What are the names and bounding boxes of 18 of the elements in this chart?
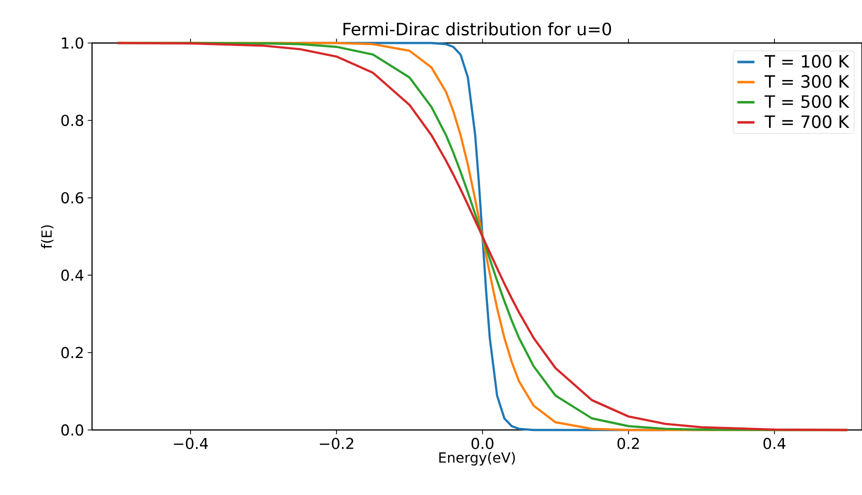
- x-tick-label: 0.2: [618, 438, 639, 450]
- y-tick-label: 0.4: [61, 270, 84, 281]
- x-tick-label: −0.4: [174, 438, 208, 450]
- x-tick-label: −0.2: [320, 438, 354, 450]
- legend-label: T = 100 K: [764, 54, 850, 68]
- x-tick-label: 0.4: [763, 438, 786, 450]
- y-axis-title: f(E): [41, 225, 54, 249]
- legend-label: T = 500 K: [764, 95, 850, 108]
- chart-title: Fermi-Dirac distribution for u=0: [344, 22, 612, 36]
- x-axis-title: Energy(eV): [439, 452, 515, 466]
- legend-label: T = 300 K: [764, 75, 850, 88]
- y-tick-label: 0.8: [61, 114, 84, 126]
- x-tick-label: 0.0: [472, 438, 494, 450]
- legend-label: T = 700 K: [764, 115, 850, 128]
- y-tick-label: 0.0: [61, 424, 84, 436]
- y-tick-label: 0.2: [61, 346, 83, 358]
- y-tick-label: 1.0: [62, 37, 84, 49]
- y-tick-label: 0.6: [61, 192, 84, 204]
